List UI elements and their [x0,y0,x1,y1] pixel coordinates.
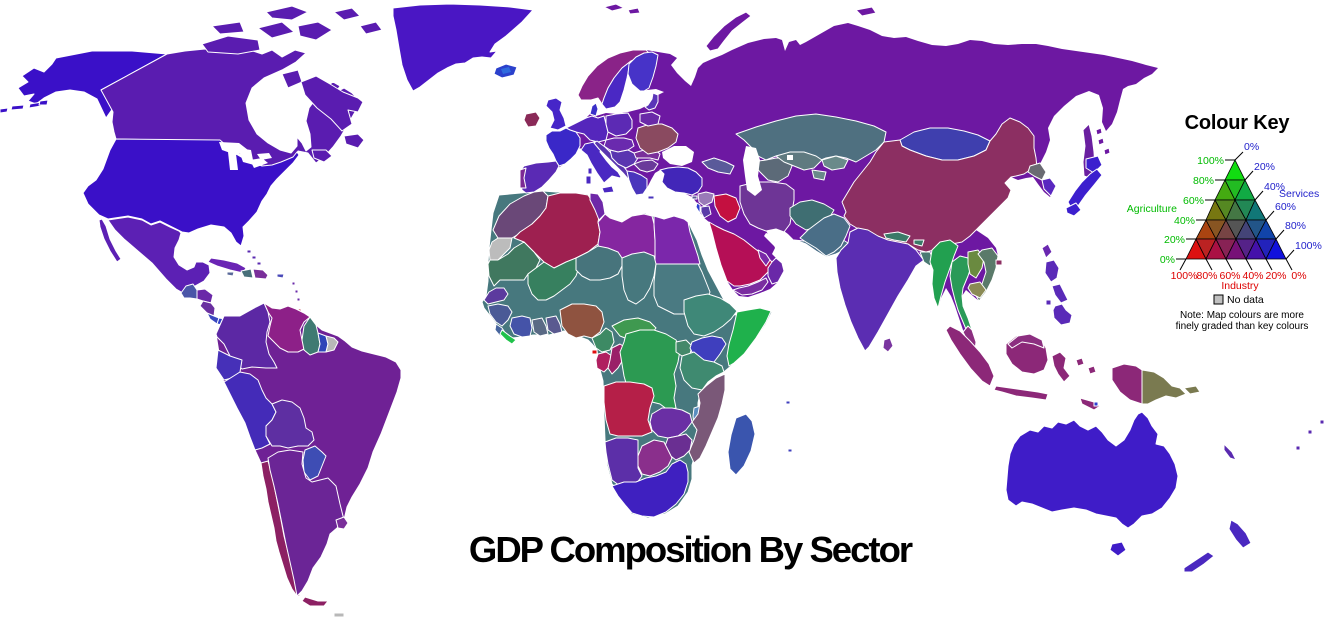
svg-text:60%: 60% [1275,201,1296,213]
svg-text:100%: 100% [1171,270,1198,282]
svg-text:40%: 40% [1242,270,1263,282]
svg-text:100%: 100% [1295,240,1322,252]
svg-text:20%: 20% [1254,161,1275,173]
svg-text:0%: 0% [1291,270,1306,282]
svg-text:GDP Composition By Sector: GDP Composition By Sector [469,529,913,570]
svg-text:No data: No data [1227,294,1264,306]
svg-text:Colour Key: Colour Key [1185,112,1291,134]
svg-text:40%: 40% [1174,215,1195,227]
svg-text:Services: Services [1279,188,1319,200]
svg-text:0%: 0% [1160,254,1175,266]
svg-text:Industry: Industry [1221,280,1259,292]
svg-text:60%: 60% [1219,270,1240,282]
svg-text:Agriculture: Agriculture [1127,203,1177,215]
svg-text:80%: 80% [1193,175,1214,187]
svg-text:0%: 0% [1244,141,1259,153]
svg-text:Note: Map colours are more: Note: Map colours are more [1180,310,1304,321]
svg-text:80%: 80% [1285,220,1306,232]
svg-text:20%: 20% [1164,234,1185,246]
svg-text:finely graded than key colours: finely graded than key colours [1176,321,1309,332]
svg-text:80%: 80% [1196,270,1217,282]
svg-text:60%: 60% [1183,195,1204,207]
svg-text:100%: 100% [1197,155,1224,167]
svg-text:20%: 20% [1265,270,1286,282]
svg-text:40%: 40% [1264,181,1285,193]
